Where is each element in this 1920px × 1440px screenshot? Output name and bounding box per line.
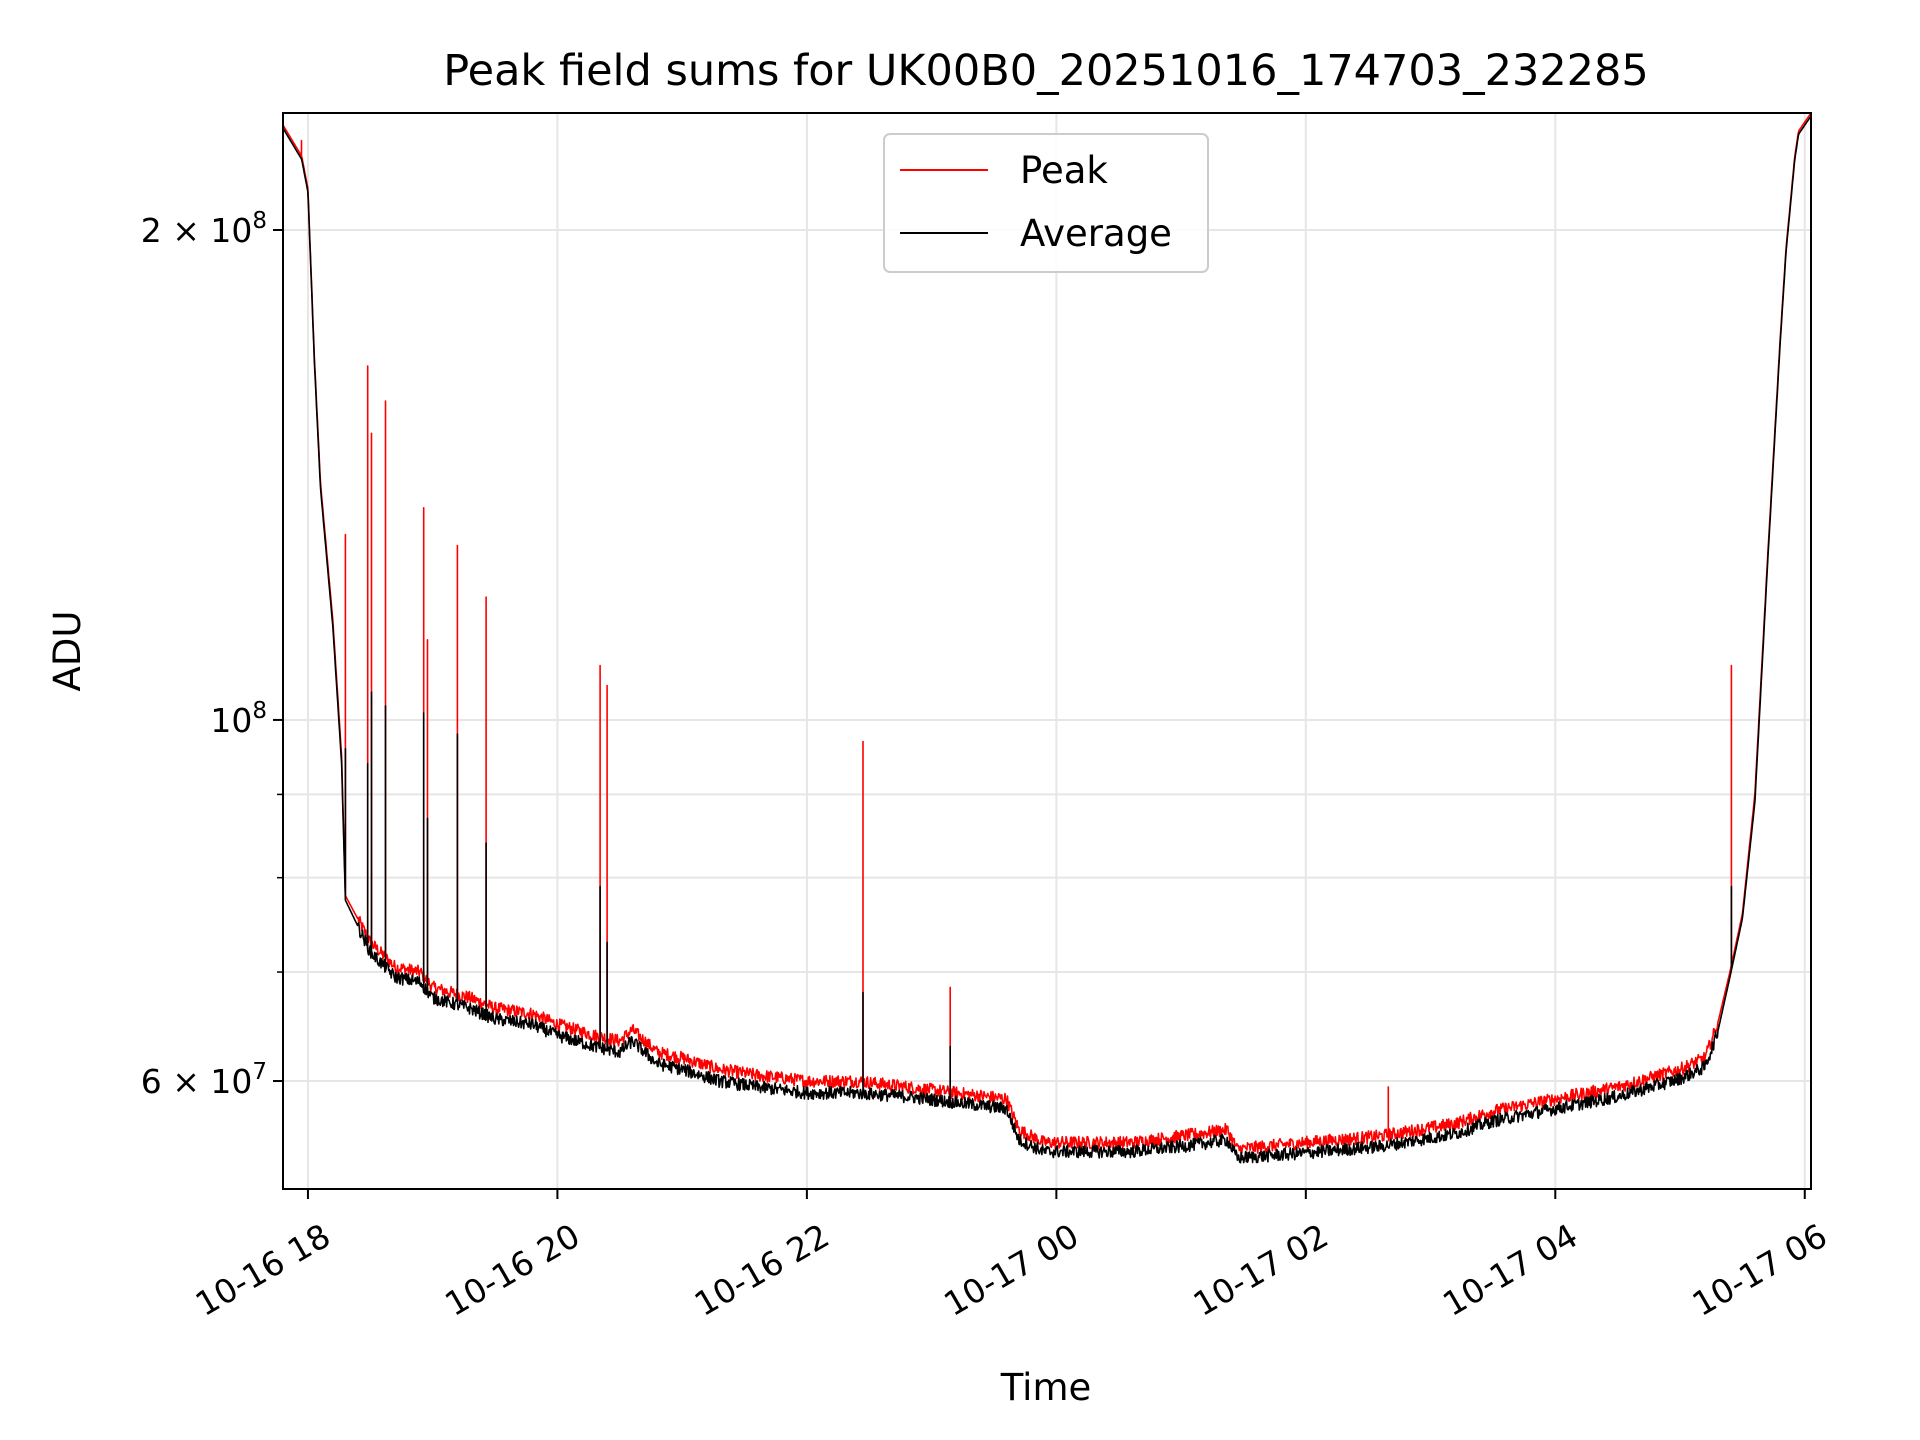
series-line-average xyxy=(283,115,1811,1164)
x-axis-label: Time xyxy=(1000,1366,1092,1409)
y-tick-label-1: 108 xyxy=(210,698,267,740)
legend: Peak Average xyxy=(883,133,1209,273)
y-axis: 6 × 107 108 2 × 108 xyxy=(141,208,283,1101)
plot-frame xyxy=(282,112,1812,1190)
y-tick-label-0: 6 × 107 xyxy=(141,1059,267,1101)
y-tick-label-2: 2 × 108 xyxy=(141,208,267,250)
legend-label-peak: Peak xyxy=(1020,149,1108,192)
series-line-peak xyxy=(283,113,1811,1156)
legend-label-average: Average xyxy=(1020,212,1172,255)
legend-box xyxy=(883,133,1209,273)
chart-title: Peak field sums for UK00B0_20251016_1747… xyxy=(443,46,1649,96)
y-axis-label: ADU xyxy=(46,611,89,692)
plot-area xyxy=(283,113,1811,1164)
